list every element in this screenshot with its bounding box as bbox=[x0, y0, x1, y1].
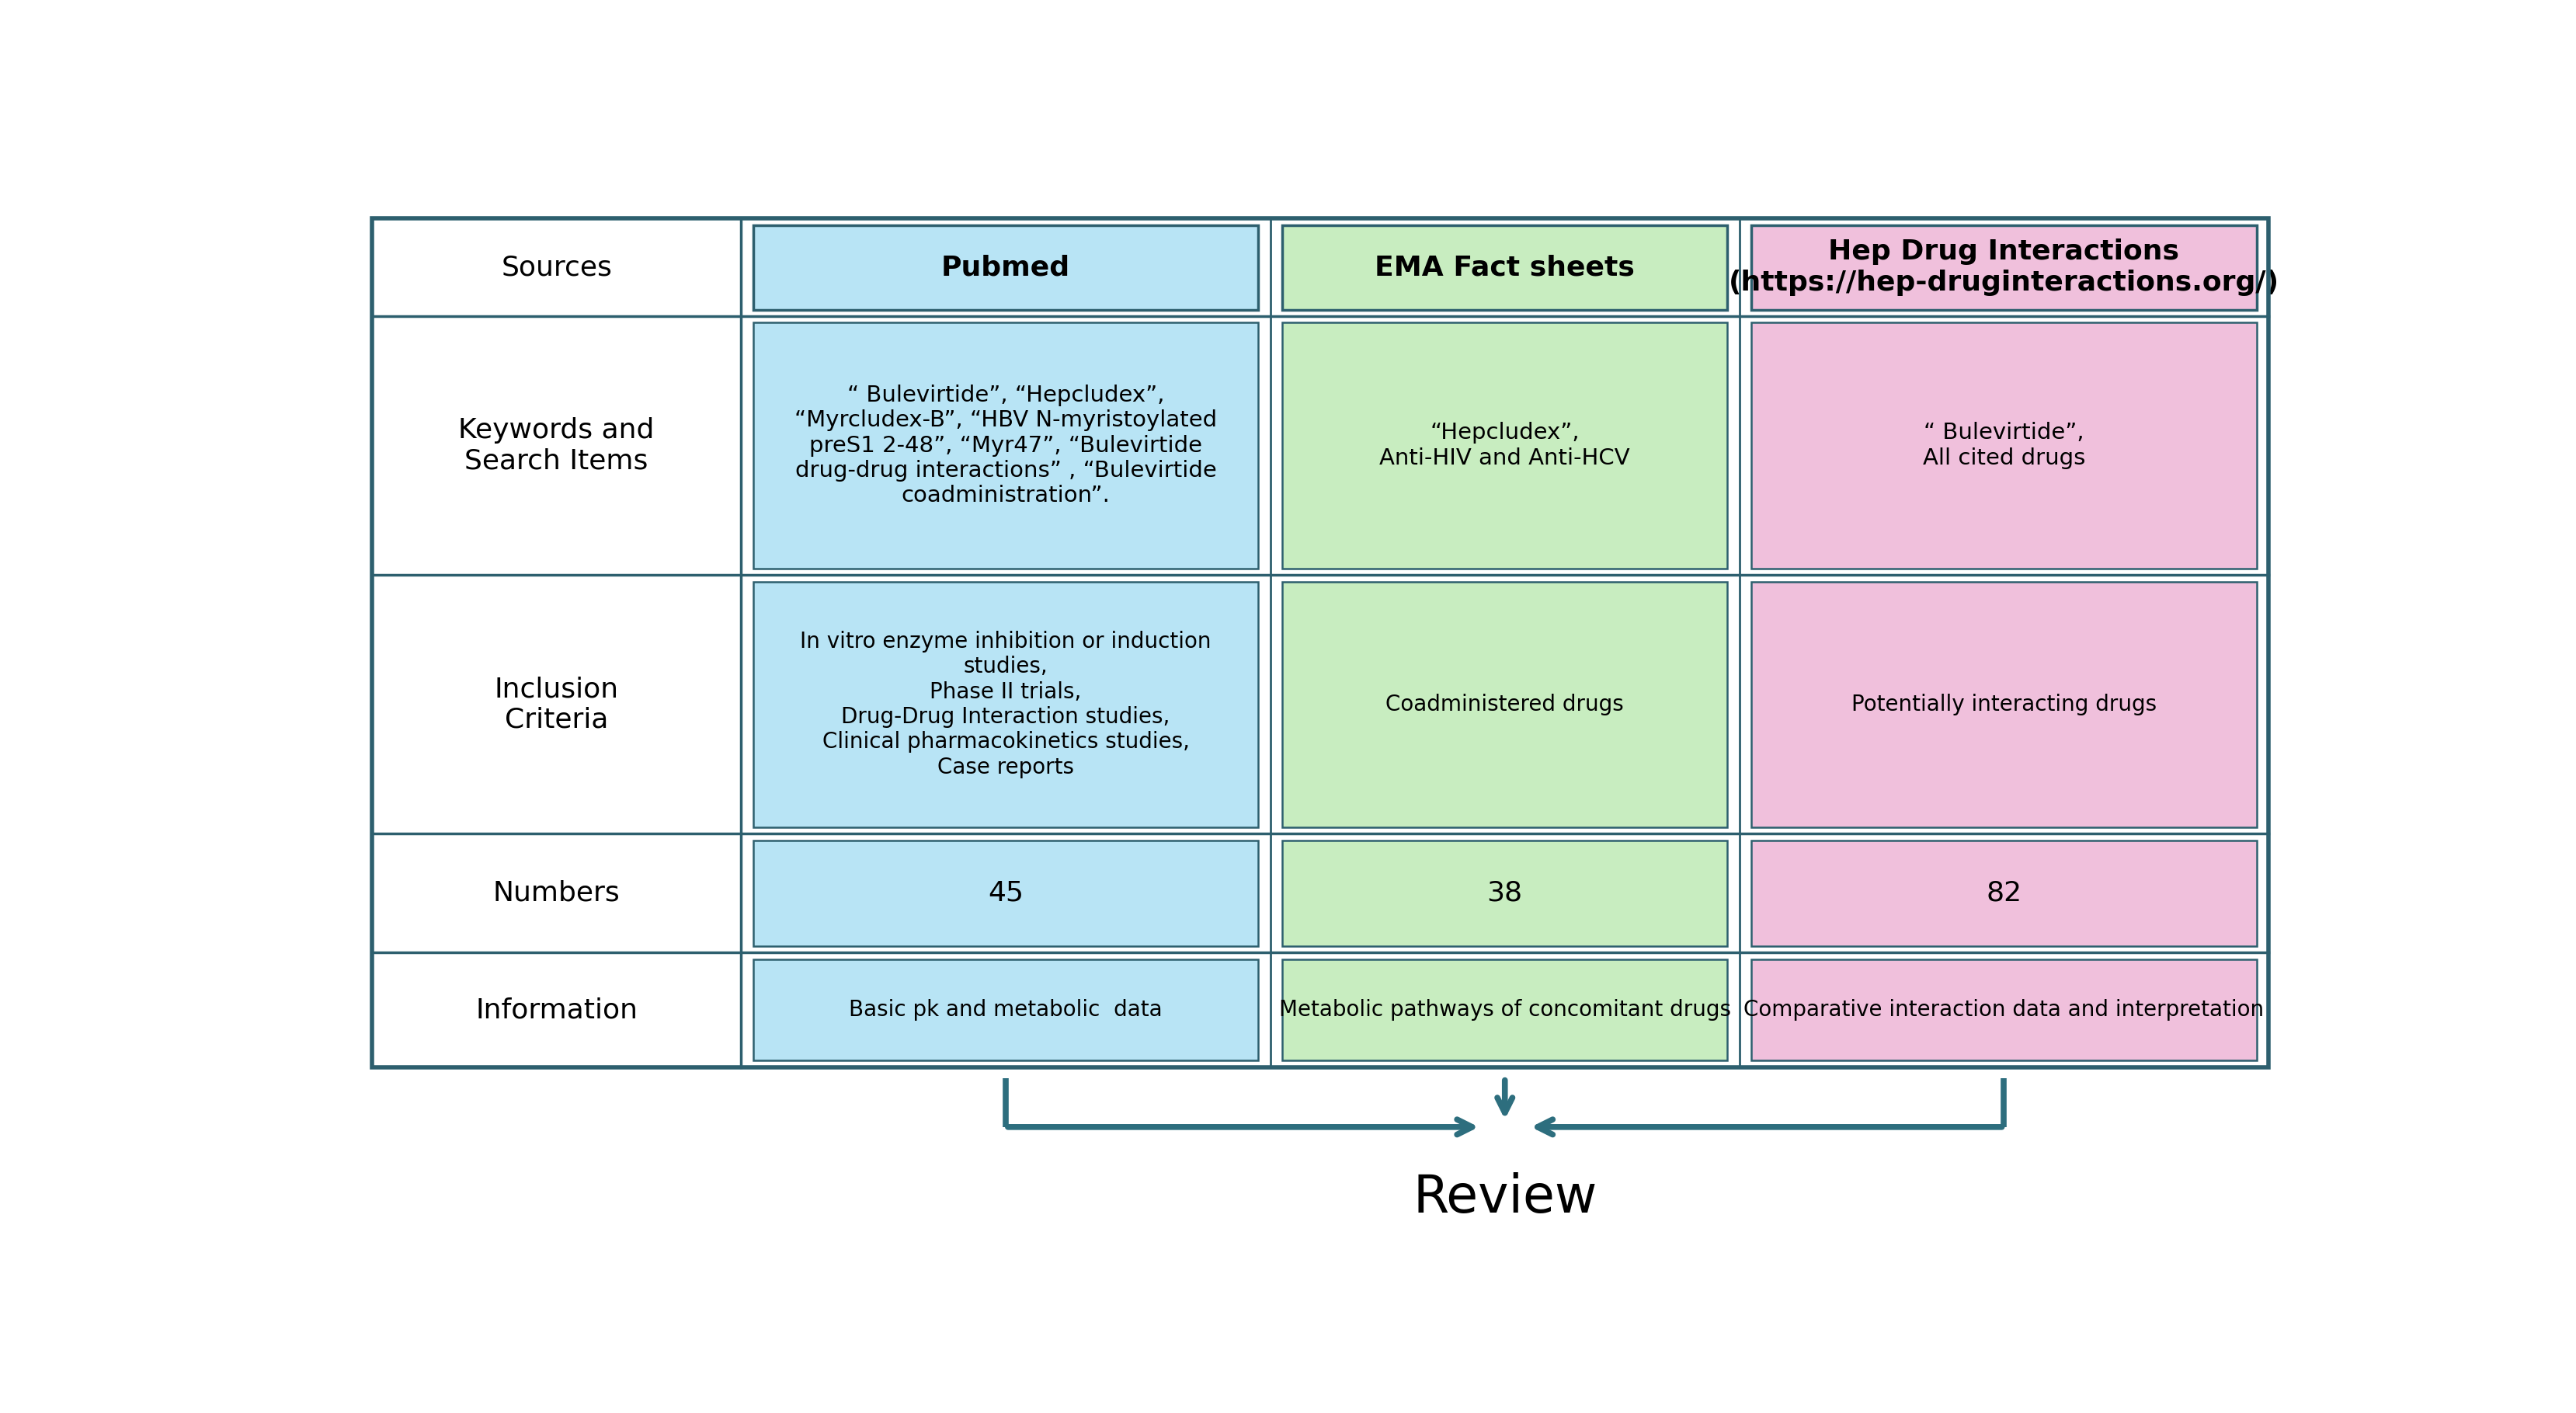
Text: “ Bulevirtide”, “Hepcludex”,
“Myrcludex-B”, “HBV N-myristoylated
preS1 2-48”, “M: “ Bulevirtide”, “Hepcludex”, “Myrcludex-… bbox=[793, 384, 1216, 507]
Text: Inclusion
Criteria: Inclusion Criteria bbox=[495, 675, 618, 733]
Text: Comparative interaction data and interpretation: Comparative interaction data and interpr… bbox=[1744, 999, 2264, 1020]
Bar bbox=[1752, 225, 2257, 309]
Text: Keywords and
Search Items: Keywords and Search Items bbox=[459, 417, 654, 473]
Text: Potentially interacting drugs: Potentially interacting drugs bbox=[1852, 694, 2156, 715]
Bar bbox=[752, 959, 1257, 1061]
Bar bbox=[1752, 322, 2257, 568]
Bar bbox=[1752, 582, 2257, 827]
Text: Hep Drug Interactions
(https://hep-druginteractions.org/): Hep Drug Interactions (https://hep-drugi… bbox=[1728, 239, 2280, 295]
Bar bbox=[1283, 322, 1728, 568]
Text: “Hepcludex”,
Anti-HIV and Anti-HCV: “Hepcludex”, Anti-HIV and Anti-HCV bbox=[1381, 422, 1631, 469]
Text: EMA Fact sheets: EMA Fact sheets bbox=[1376, 254, 1636, 281]
Bar bbox=[1283, 225, 1728, 309]
Text: Information: Information bbox=[477, 996, 639, 1023]
Text: Review: Review bbox=[1412, 1173, 1597, 1224]
Bar bbox=[1752, 959, 2257, 1061]
Bar bbox=[752, 582, 1257, 827]
Text: Pubmed: Pubmed bbox=[940, 254, 1069, 281]
Bar bbox=[752, 841, 1257, 947]
Text: 82: 82 bbox=[1986, 880, 2022, 906]
Bar bbox=[1283, 841, 1728, 947]
Text: Numbers: Numbers bbox=[492, 880, 621, 906]
Bar bbox=[371, 219, 2269, 1067]
Text: In vitro enzyme inhibition or induction
studies,
Phase II trials,
Drug-Drug Inte: In vitro enzyme inhibition or induction … bbox=[801, 630, 1211, 779]
Text: Basic pk and metabolic  data: Basic pk and metabolic data bbox=[850, 999, 1162, 1020]
Text: 38: 38 bbox=[1486, 880, 1522, 906]
Text: Coadministered drugs: Coadministered drugs bbox=[1386, 694, 1623, 715]
Text: Metabolic pathways of concomitant drugs: Metabolic pathways of concomitant drugs bbox=[1278, 999, 1731, 1020]
Bar bbox=[752, 225, 1257, 309]
Bar bbox=[1752, 841, 2257, 947]
Text: Sources: Sources bbox=[502, 254, 613, 281]
Bar bbox=[752, 322, 1257, 568]
Bar bbox=[1283, 582, 1728, 827]
Bar bbox=[1283, 959, 1728, 1061]
Text: 45: 45 bbox=[989, 880, 1023, 906]
Text: “ Bulevirtide”,
All cited drugs: “ Bulevirtide”, All cited drugs bbox=[1922, 422, 2084, 469]
